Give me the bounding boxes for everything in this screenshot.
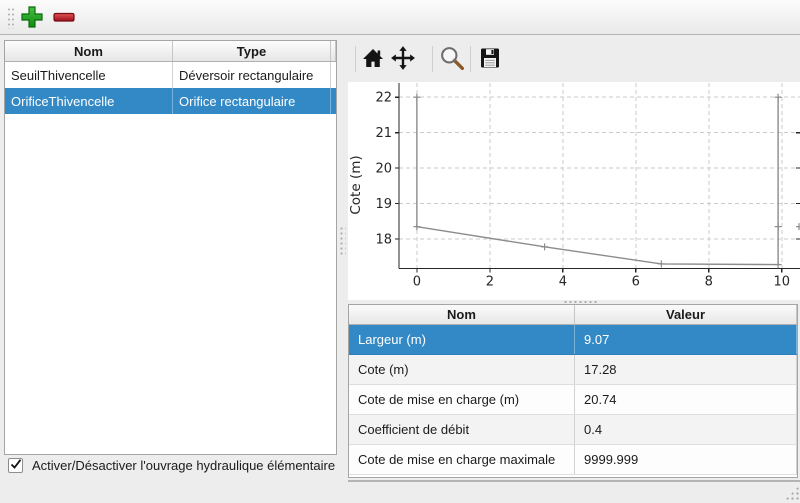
structure-type-cell[interactable]: Déversoir rectangulaire bbox=[173, 62, 331, 88]
plus-icon bbox=[18, 5, 46, 29]
minus-icon bbox=[50, 5, 78, 29]
property-value-cell[interactable]: 17.28 bbox=[575, 355, 797, 384]
toolbar-drag-handle[interactable] bbox=[7, 7, 16, 29]
structure-name-cell[interactable]: SeuilThivencelle bbox=[5, 62, 173, 88]
main-toolbar bbox=[0, 0, 800, 35]
svg-text:19: 19 bbox=[375, 197, 392, 212]
checkbox-label: Activer/Désactiver l'ouvrage hydraulique… bbox=[32, 458, 335, 473]
structures-header-type[interactable]: Type bbox=[173, 41, 331, 61]
vertical-splitter[interactable] bbox=[339, 226, 346, 256]
structures-table-header: NomType bbox=[5, 41, 336, 62]
structures-table: NomType SeuilThivencelleDéversoir rectan… bbox=[4, 40, 337, 455]
property-row[interactable]: Largeur (m)9.07 bbox=[349, 325, 797, 355]
svg-text:4: 4 bbox=[559, 275, 567, 290]
property-value-cell[interactable]: 9999.999 bbox=[575, 445, 797, 474]
size-grip[interactable] bbox=[785, 486, 799, 500]
home-icon bbox=[361, 58, 385, 73]
add-structure-button[interactable] bbox=[18, 3, 46, 31]
property-value-cell[interactable]: 0.4 bbox=[575, 415, 797, 444]
structures-table-body: SeuilThivencelleDéversoir rectangulaireO… bbox=[5, 62, 336, 114]
properties-header-nom[interactable]: Nom bbox=[349, 305, 575, 324]
property-name-cell[interactable]: Cote de mise en charge (m) bbox=[349, 385, 575, 414]
toolbar-separator bbox=[470, 46, 471, 72]
property-row[interactable]: Cote (m)17.28 bbox=[349, 355, 797, 385]
structure-row[interactable]: SeuilThivencelleDéversoir rectangulaire bbox=[5, 62, 336, 88]
plot-zoom-button[interactable] bbox=[438, 45, 466, 73]
panel-divider bbox=[348, 480, 800, 482]
property-value-cell[interactable]: 20.74 bbox=[575, 385, 797, 414]
save-floppy-icon bbox=[478, 58, 502, 73]
svg-text:22: 22 bbox=[375, 91, 392, 106]
svg-text:2: 2 bbox=[486, 275, 494, 290]
svg-text:6: 6 bbox=[632, 275, 640, 290]
pan-arrows-icon bbox=[390, 59, 416, 74]
property-value-cell[interactable]: 9.07 bbox=[575, 325, 797, 354]
chart-canvas[interactable]: 0 2 4 6 8 10 18 19 20 21 22 Cote (m) bbox=[348, 82, 800, 300]
properties-table: NomValeur Largeur (m)9.07Cote (m)17.28Co… bbox=[348, 304, 798, 478]
properties-table-body: Largeur (m)9.07Cote (m)17.28Cote de mise… bbox=[349, 325, 797, 475]
property-name-cell[interactable]: Largeur (m) bbox=[349, 325, 575, 354]
magnifier-icon bbox=[439, 59, 465, 74]
structures-header-spacer bbox=[331, 41, 336, 61]
plot-toolbar bbox=[348, 40, 800, 80]
checkbox[interactable] bbox=[8, 458, 23, 473]
profile-chart: 0 2 4 6 8 10 18 19 20 21 22 Cote (m) bbox=[348, 82, 800, 300]
svg-text:0: 0 bbox=[413, 275, 421, 290]
plot-home-button[interactable] bbox=[359, 45, 387, 73]
properties-header-valeur[interactable]: Valeur bbox=[575, 305, 797, 324]
structure-row[interactable]: OrificeThivencelleOrifice rectangulaire bbox=[5, 88, 336, 114]
property-row[interactable]: Cote de mise en charge (m)20.74 bbox=[349, 385, 797, 415]
property-name-cell[interactable]: Coefficient de débit bbox=[349, 415, 575, 444]
toolbar-separator bbox=[432, 46, 433, 72]
svg-text:21: 21 bbox=[375, 126, 392, 141]
property-name-cell[interactable]: Cote (m) bbox=[349, 355, 575, 384]
structure-name-cell[interactable]: OrificeThivencelle bbox=[5, 88, 173, 114]
svg-text:8: 8 bbox=[705, 275, 713, 290]
property-row[interactable]: Coefficient de débit0.4 bbox=[349, 415, 797, 445]
property-row[interactable]: Cote de mise en charge maximale9999.999 bbox=[349, 445, 797, 475]
svg-text:18: 18 bbox=[375, 233, 392, 248]
plot-pan-button[interactable] bbox=[389, 45, 417, 73]
svg-text:10: 10 bbox=[773, 275, 790, 290]
structure-type-cell[interactable]: Orifice rectangulaire bbox=[173, 88, 331, 114]
toolbar-separator bbox=[355, 46, 356, 72]
property-name-cell[interactable]: Cote de mise en charge maximale bbox=[349, 445, 575, 474]
check-icon bbox=[10, 458, 22, 473]
structures-header-nom[interactable]: Nom bbox=[5, 41, 173, 61]
plot-save-button[interactable] bbox=[476, 45, 504, 73]
properties-table-header: NomValeur bbox=[349, 305, 797, 325]
remove-structure-button[interactable] bbox=[50, 3, 78, 31]
svg-text:20: 20 bbox=[375, 162, 392, 177]
svg-text:Cote (m): Cote (m) bbox=[348, 155, 364, 214]
activation-checkbox-row[interactable]: Activer/Désactiver l'ouvrage hydraulique… bbox=[8, 458, 335, 473]
